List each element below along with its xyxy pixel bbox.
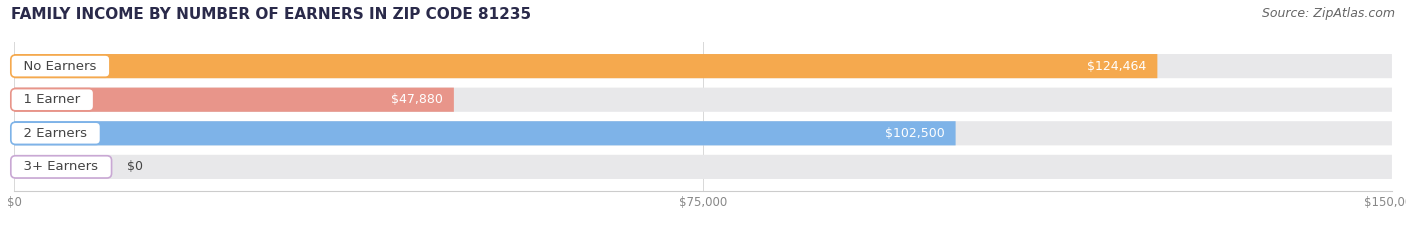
Text: Source: ZipAtlas.com: Source: ZipAtlas.com <box>1261 7 1395 20</box>
Text: 3+ Earners: 3+ Earners <box>15 160 107 173</box>
FancyBboxPatch shape <box>14 121 1392 145</box>
Text: $102,500: $102,500 <box>884 127 945 140</box>
Text: 1 Earner: 1 Earner <box>15 93 89 106</box>
FancyBboxPatch shape <box>14 155 1392 179</box>
FancyBboxPatch shape <box>14 121 956 145</box>
FancyBboxPatch shape <box>14 88 454 112</box>
FancyBboxPatch shape <box>14 54 1392 78</box>
Text: 2 Earners: 2 Earners <box>15 127 96 140</box>
Text: $124,464: $124,464 <box>1087 60 1146 73</box>
Text: $0: $0 <box>127 160 143 173</box>
Text: No Earners: No Earners <box>15 60 105 73</box>
FancyBboxPatch shape <box>14 54 1157 78</box>
Text: FAMILY INCOME BY NUMBER OF EARNERS IN ZIP CODE 81235: FAMILY INCOME BY NUMBER OF EARNERS IN ZI… <box>11 7 531 22</box>
Text: $47,880: $47,880 <box>391 93 443 106</box>
FancyBboxPatch shape <box>14 88 1392 112</box>
